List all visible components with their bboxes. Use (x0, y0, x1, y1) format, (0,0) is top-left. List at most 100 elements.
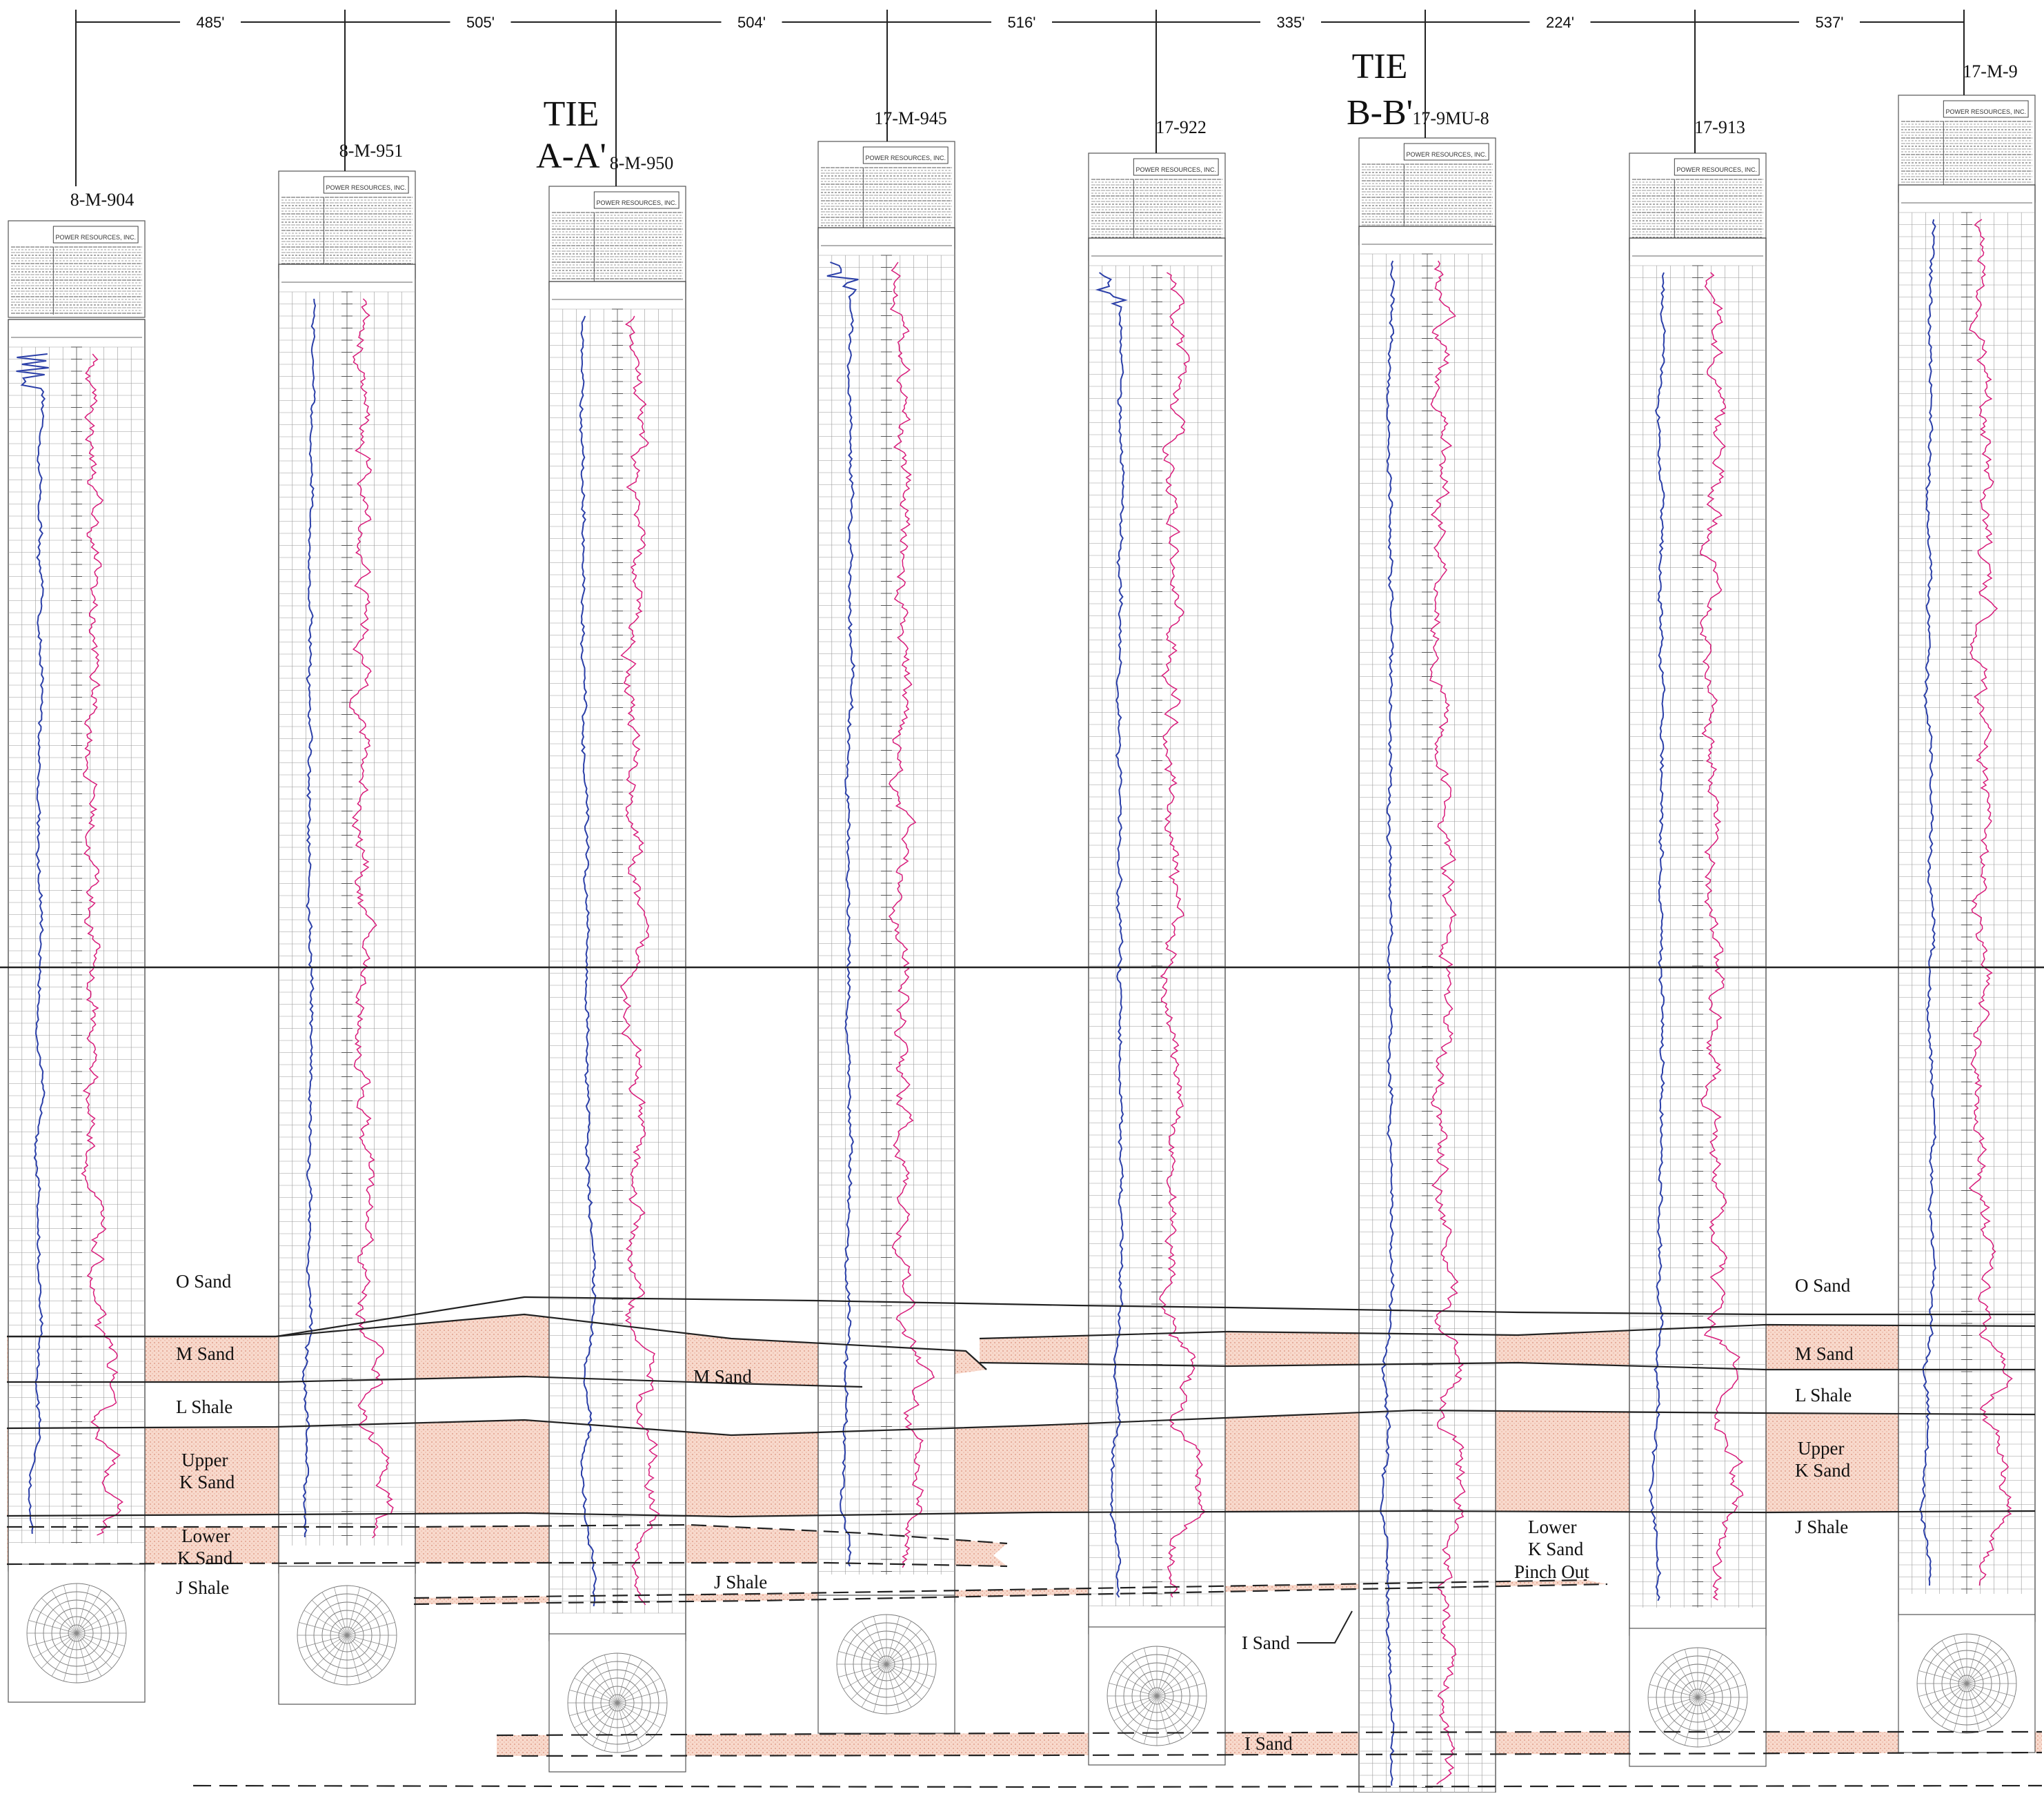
spacing-label: 224' (1546, 14, 1574, 31)
label-o-sand-right: O Sand (1795, 1275, 1851, 1296)
label-l-shale-left: L Shale (176, 1397, 232, 1417)
well-log-1: POWER RESOURCES, INC. 8-M-904 (8, 190, 146, 1703)
bottom-line (192, 1784, 2043, 1788)
gamma-curve (1648, 272, 1666, 1601)
spacing-label: 504' (737, 14, 766, 31)
i-sand-top (496, 1730, 2042, 1737)
label-pinch-1: Lower (1528, 1517, 1576, 1537)
lower-k-sand-band (7, 1525, 1007, 1566)
log-grid (279, 291, 415, 1546)
well-name: 17-913 (1694, 117, 1745, 137)
m-sand-base-left (7, 1375, 863, 1388)
tie-a-line1: TIE (544, 95, 599, 134)
resistivity-curve (1159, 272, 1207, 1598)
lower-k-base (6, 1561, 1008, 1568)
unit-labels-middle: M Sand J Shale I Sand I Sand Lower K San… (693, 1366, 1589, 1754)
label-j-shale-right: J Shale (1795, 1517, 1848, 1537)
well-header: POWER RESOURCES, INC. (278, 170, 416, 279)
well-header: POWER RESOURCES, INC. (8, 220, 146, 318)
label-i-sand-callout: I Sand (1242, 1632, 1290, 1653)
label-upper-k-left-1: Upper (181, 1450, 228, 1470)
label-o-sand-left: O Sand (176, 1271, 232, 1292)
unit-labels-right: O Sand M Sand L Shale Upper K Sand J Sha… (1795, 1275, 1854, 1537)
resistivity-curve (1968, 219, 2013, 1586)
log-track (1088, 237, 1226, 1635)
label-upper-k-left-2: K Sand (179, 1472, 235, 1492)
m-sand-top-right (979, 1323, 2036, 1340)
log-track (817, 227, 955, 1603)
label-m-sand-left: M Sand (176, 1343, 235, 1364)
well-name: 8-M-950 (610, 153, 673, 173)
well-name: 17-922 (1155, 117, 1207, 137)
resistivity-curve (619, 315, 660, 1606)
upper-k-base (6, 1510, 2036, 1518)
tie-b-line2: B-B' (1347, 93, 1413, 132)
tie-a-line2: A-A' (536, 137, 606, 176)
i-sand-leader (1297, 1610, 1353, 1644)
gamma-curve (579, 315, 597, 1607)
label-i-sand-bottom: I Sand (1244, 1733, 1293, 1754)
gamma-curve (1919, 219, 1937, 1586)
label-j-shale-middle: J Shale (714, 1572, 767, 1592)
company-label: POWER RESOURCES, INC. (1135, 166, 1216, 173)
company-label: POWER RESOURCES, INC. (1406, 151, 1487, 158)
spacing-label: 516' (1008, 14, 1036, 31)
well-log-8: POWER RESOURCES, INC. 17-M-9 (1898, 61, 2036, 1753)
upper-k-sand-band (7, 1410, 2035, 1517)
j-shale-line (413, 1579, 1587, 1599)
stratigraphic-contacts (6, 1296, 2043, 1788)
location-plot (548, 1633, 686, 1773)
j-sand-base (413, 1583, 1608, 1606)
company-label: POWER RESOURCES, INC. (55, 234, 136, 241)
tie-b-line1: TIE (1352, 47, 1408, 86)
well-header: POWER RESOURCES, INC. (548, 186, 686, 290)
log-track (1629, 237, 1767, 1636)
company-label: POWER RESOURCES, INC. (326, 184, 406, 191)
log-track (548, 281, 686, 1641)
well-name: 17-M-945 (874, 108, 946, 128)
well-name: 8-M-904 (70, 190, 134, 210)
label-lower-k-left-2: K Sand (177, 1548, 233, 1568)
gamma-curve (1095, 272, 1128, 1598)
label-m-sand-right: M Sand (1795, 1343, 1854, 1364)
log-grid (818, 255, 955, 1575)
resistivity-curve (81, 353, 123, 1536)
label-j-shale-left: J Shale (176, 1577, 229, 1598)
well-name: 8-M-951 (339, 141, 403, 161)
upper-k-top (6, 1409, 2036, 1437)
resistivity-curve (349, 298, 394, 1539)
location-plot (1088, 1626, 1226, 1766)
spacing-scale: 485' 505' 504' 516' 335' 224' 537' (75, 10, 1965, 186)
well-log-7: POWER RESOURCES, INC. 17-913 (1629, 117, 1767, 1767)
location-plot (8, 1563, 146, 1703)
unit-labels-left: O Sand M Sand L Shale Upper K Sand Lower… (176, 1271, 235, 1598)
m-sand-band-right (980, 1325, 2035, 1370)
spacing-label: 505' (466, 14, 495, 31)
tie-a-label: TIE A-A' (536, 95, 606, 176)
spacing-label: 537' (1816, 14, 1844, 31)
label-pinch-3: Pinch Out (1514, 1561, 1589, 1582)
well-log-2: POWER RESOURCES, INC. 8-M-951 (278, 141, 416, 1705)
log-grid (549, 308, 686, 1614)
resistivity-curve (1699, 272, 1744, 1601)
spacing-label: 485' (197, 14, 225, 31)
label-upper-k-right-1: Upper (1798, 1438, 1844, 1459)
label-lower-k-left-1: Lower (181, 1526, 230, 1546)
label-upper-k-right-2: K Sand (1795, 1460, 1851, 1481)
log-grid (1359, 253, 1496, 1793)
label-l-shale-right: L Shale (1795, 1385, 1852, 1405)
log-grid (1898, 212, 2035, 1594)
gamma-curve (826, 261, 859, 1567)
resistivity-curve (888, 261, 935, 1568)
well-log-3: POWER RESOURCES, INC. 8-M-950 (548, 153, 686, 1773)
gamma-curve (1380, 260, 1396, 1786)
location-plot (278, 1566, 416, 1705)
resistivity-curve (1429, 260, 1466, 1785)
log-track (1358, 226, 1496, 1793)
well-log-5: POWER RESOURCES, INC. 17-922 (1088, 117, 1226, 1766)
log-grid (1629, 265, 1766, 1608)
log-track (1898, 184, 2036, 1622)
location-plot (817, 1595, 955, 1734)
